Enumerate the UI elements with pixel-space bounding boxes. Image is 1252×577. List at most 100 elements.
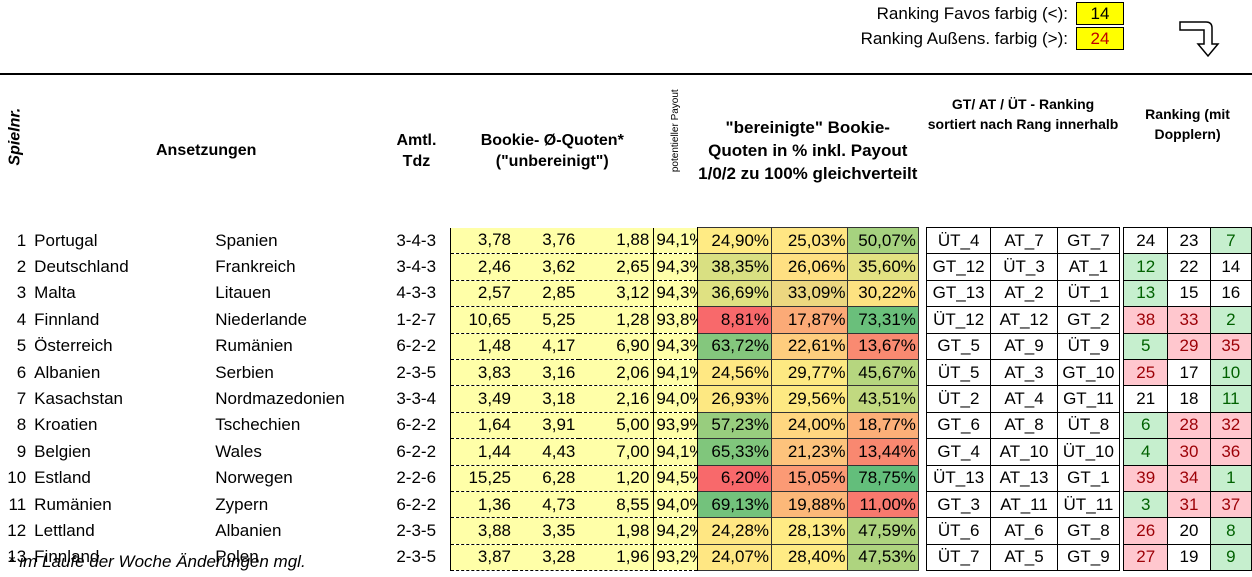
quote-away: 2,06 [579, 359, 655, 387]
legend-favos-value[interactable]: 14 [1076, 2, 1124, 25]
tendency: 6-2-2 [382, 438, 452, 466]
pct-draw: 24,00% [771, 411, 849, 440]
payout: 94,3% [653, 333, 698, 360]
pct-home: 24,90% [696, 226, 773, 255]
pct-home: 24,56% [696, 358, 773, 387]
away-team: Wales [215, 441, 262, 461]
ranking-home: 27 [1123, 543, 1169, 572]
quote-home: 2,57 [450, 280, 516, 308]
rank-draw: AT_3 [990, 358, 1058, 387]
pct-away: 30,22% [847, 279, 919, 308]
rank-draw: AT_6 [990, 517, 1058, 545]
legend-area: Ranking Favos farbig (<): 14 Ranking Auß… [0, 0, 1252, 74]
ranking-home: 21 [1123, 385, 1169, 413]
tendency: 2-2-6 [382, 465, 452, 492]
header-spielnr: Spielnr. [6, 108, 24, 166]
ranking-away: 2 [1209, 306, 1252, 334]
pct-home: 69,13% [696, 490, 773, 519]
pct-away: 45,67% [847, 358, 919, 387]
home-team: Rumänien [34, 494, 112, 514]
rank-away: ÜT_11 [1056, 490, 1121, 519]
pct-draw: 19,88% [771, 490, 849, 519]
rank-draw: AT_8 [990, 411, 1058, 440]
rank-home: ÜT_6 [925, 517, 992, 545]
pct-draw: 29,56% [771, 385, 849, 413]
ranking-draw: 30 [1167, 438, 1211, 466]
match-number: 5 [16, 336, 27, 356]
pct-draw: 29,77% [771, 358, 849, 387]
rank-home: ÜT_13 [925, 464, 992, 492]
rank-away: ÜT_9 [1056, 332, 1121, 360]
quote-draw: 3,35 [515, 517, 580, 545]
payout: 94,1% [653, 227, 698, 255]
pct-draw: 15,05% [771, 464, 849, 492]
quote-away: 3,12 [579, 280, 655, 308]
tendency: 3-4-3 [382, 253, 452, 281]
quote-draw: 3,76 [515, 227, 580, 255]
ranking-away: 35 [1209, 332, 1252, 360]
ranking-draw: 34 [1167, 464, 1211, 492]
payout: 94,3% [653, 253, 698, 281]
ranking-draw: 31 [1167, 490, 1211, 519]
quote-draw: 3,18 [515, 385, 580, 413]
quote-draw: 3,91 [515, 412, 580, 440]
ranking-home: 39 [1123, 464, 1169, 492]
ranking-draw: 15 [1167, 279, 1211, 308]
quote-home: 15,25 [450, 465, 516, 492]
rank-draw: AT_10 [990, 438, 1058, 466]
table-row: 2 Deutschland Frankreich 3-4-3 2,46 3,62 2,65 9… [0, 253, 1252, 281]
pct-home: 63,72% [696, 332, 773, 360]
quote-home: 3,83 [450, 359, 516, 387]
rank-away: ÜT_8 [1056, 411, 1121, 440]
tendency: 2-3-5 [382, 544, 452, 571]
legend-aussen: Ranking Außens. farbig (>): 24 [861, 27, 1124, 50]
payout: 94,1% [653, 359, 698, 387]
header-bereinigt: "bereinigte" Bookie-Quoten in % inkl. Pa… [698, 118, 918, 183]
pct-draw: 25,03% [771, 226, 849, 255]
tendency: 4-3-3 [382, 280, 452, 307]
table-row: 12 Lettland Albanien 2-3-53,883,351,9894,2%… [0, 517, 1252, 545]
away-team: Spanien [215, 230, 278, 250]
rank-home: GT_6 [925, 411, 992, 440]
payout: 94,5% [653, 465, 698, 492]
rank-home: GT_12 [925, 253, 992, 281]
pct-home: 8,81% [696, 306, 773, 334]
quote-home: 1,36 [450, 491, 516, 519]
rank-draw: AT_2 [990, 279, 1058, 308]
rank-draw: AT_9 [990, 332, 1058, 360]
pct-draw: 33,09% [771, 279, 849, 308]
ranking-away: 11 [1209, 385, 1252, 413]
rank-home: ÜT_12 [925, 306, 992, 334]
rank-home: ÜT_7 [925, 543, 992, 572]
legend-aussen-value[interactable]: 24 [1076, 27, 1124, 50]
quote-draw: 4,43 [515, 438, 580, 466]
quote-away: 8,55 [579, 491, 655, 519]
payout: 94,0% [653, 385, 698, 413]
pct-home: 65,33% [696, 438, 773, 466]
tendency: 6-2-2 [382, 412, 452, 439]
header-bookie: Bookie- Ø-Quoten* ("unbereinigt") [480, 131, 624, 170]
quote-away: 1,98 [579, 517, 655, 545]
legend-favos: Ranking Favos farbig (<): 14 [877, 2, 1124, 25]
rank-away: GT_2 [1056, 306, 1121, 334]
rank-draw: AT_13 [990, 464, 1058, 492]
table-row: 5 Österreich Rumänien 6-2-2 1,48 4,17 6,90 94,3… [0, 332, 1252, 360]
away-team: Zypern [215, 494, 269, 514]
ranking-home: 13 [1123, 279, 1169, 308]
pct-away: 73,31% [847, 306, 919, 334]
match-number: 11 [8, 494, 27, 514]
payout: 93,9% [653, 412, 698, 440]
quote-away: 1,28 [579, 306, 655, 334]
turn-down-arrow-icon [1179, 21, 1220, 58]
ranking-away: 36 [1209, 438, 1252, 466]
home-team: Österreich [34, 336, 113, 356]
table-row: 7 Kasachstan Nordmazedonien 3-3-4 3,49 3,18 2,… [0, 385, 1252, 413]
pct-away: 47,53% [847, 543, 919, 572]
quote-home: 1,64 [450, 412, 516, 440]
rank-away: GT_7 [1056, 226, 1121, 255]
pct-away: 13,44% [847, 438, 919, 466]
match-number: 7 [16, 389, 27, 409]
payout: 94,3% [653, 280, 698, 308]
rank-home: ÜT_4 [925, 226, 992, 255]
ranking-away: 32 [1209, 411, 1252, 440]
